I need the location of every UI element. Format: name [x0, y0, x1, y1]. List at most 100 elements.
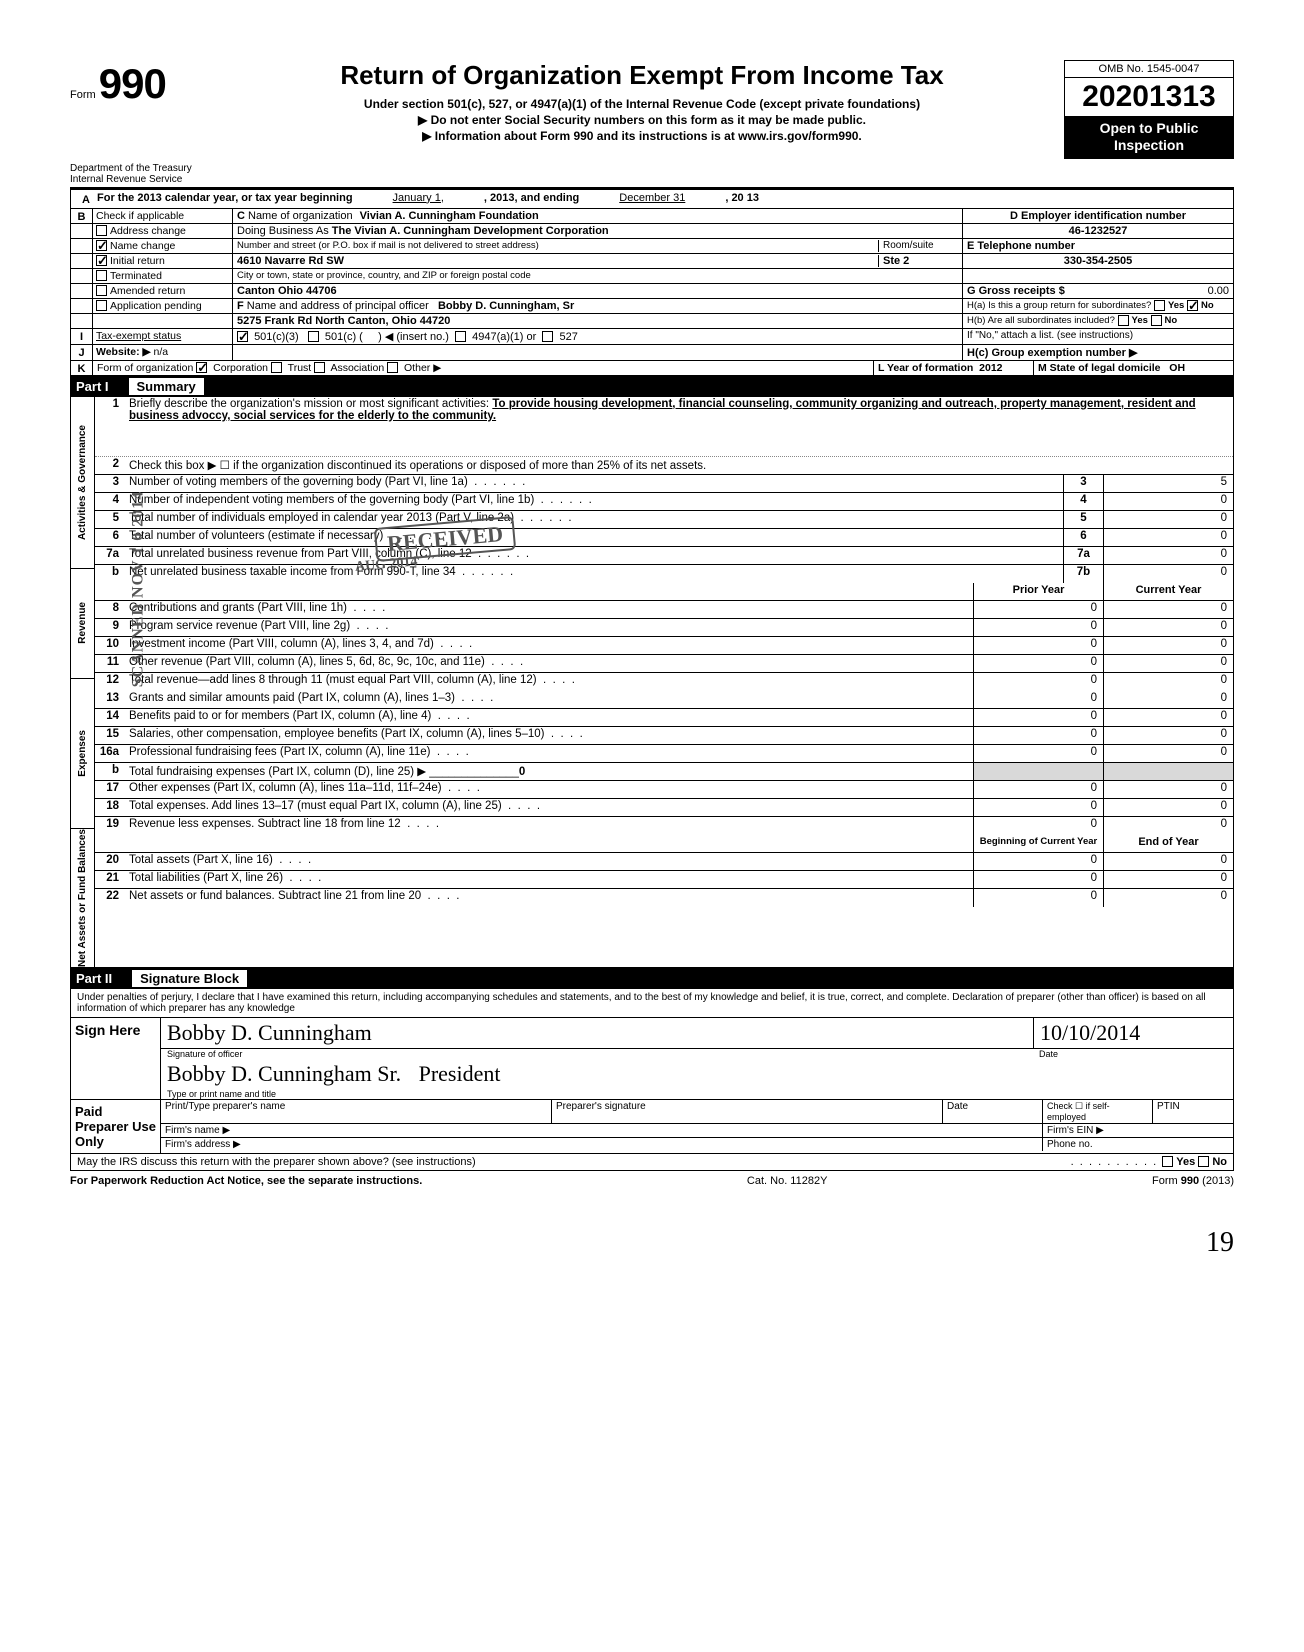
- d-ein-label: D Employer identification number: [963, 209, 1233, 223]
- summary-row: 8Contributions and grants (Part VIII, li…: [95, 601, 1233, 619]
- line-num: 14: [95, 709, 125, 726]
- form-word: Form: [70, 89, 96, 101]
- curr-val: 0: [1103, 889, 1233, 907]
- prior-val: 0: [973, 673, 1103, 691]
- e-phone-label: E Telephone number: [963, 239, 1233, 253]
- line-text: Total expenses. Add lines 13–17 (must eq…: [125, 799, 973, 816]
- prior-val: 0: [973, 619, 1103, 636]
- summary-row: 3Number of voting members of the governi…: [95, 475, 1233, 493]
- 501c3-label: 501(c)(3): [254, 331, 299, 343]
- summary-row: 19Revenue less expenses. Subtract line 1…: [95, 817, 1233, 835]
- line1-text: Briefly describe the organization's miss…: [129, 398, 489, 410]
- hb-label: H(b) Are all subordinates included?: [967, 315, 1115, 326]
- curr-val: 0: [1103, 745, 1233, 762]
- chk-assoc[interactable]: [314, 362, 325, 373]
- summary-row: 10Investment income (Part VIII, column (…: [95, 637, 1233, 655]
- check-if-applicable: Check if applicable: [93, 209, 233, 223]
- prior-val: 0: [973, 637, 1103, 654]
- line-num: 17: [95, 781, 125, 798]
- chk-initial-return[interactable]: [96, 255, 107, 266]
- part-i-header: Part I Summary: [70, 376, 1234, 397]
- line-num: 8: [95, 601, 125, 618]
- footer-right: Form 990 (2013): [1152, 1175, 1234, 1187]
- chk-527[interactable]: [542, 331, 553, 342]
- may-irs-text: May the IRS discuss this return with the…: [77, 1156, 1071, 1168]
- chk-501c3[interactable]: [237, 331, 248, 342]
- year-suffix: 2013: [1116, 80, 1183, 113]
- 527-label: 527: [560, 331, 578, 343]
- summary-row: 13Grants and similar amounts paid (Part …: [95, 691, 1233, 709]
- line1-num: 1: [95, 397, 125, 423]
- chk-terminated[interactable]: [96, 270, 107, 281]
- summary-row: 12Total revenue—add lines 8 through 11 (…: [95, 673, 1233, 691]
- year-begin: January 1,: [393, 192, 444, 206]
- chk-address-change[interactable]: [96, 225, 107, 236]
- line-text: Number of independent voting members of …: [125, 493, 1063, 510]
- other-label: Other ▶: [404, 362, 441, 374]
- lbl-app-pending: Application pending: [110, 300, 202, 312]
- chk-amended[interactable]: [96, 285, 107, 296]
- line-num: 16a: [95, 745, 125, 762]
- chk-app-pending[interactable]: [96, 300, 107, 311]
- firm-addr-label: Firm's address ▶: [161, 1138, 1043, 1151]
- perjury-text: Under penalties of perjury, I declare th…: [71, 989, 1233, 1018]
- 501c-label: 501(c) (: [325, 331, 363, 343]
- line-num: 22: [95, 889, 125, 907]
- side-activities: Activities & Governance: [77, 425, 88, 540]
- chk-ha-no[interactable]: [1187, 300, 1198, 311]
- chk-hb-yes[interactable]: [1118, 315, 1129, 326]
- title-block: Return of Organization Exempt From Incom…: [220, 60, 1064, 143]
- hdr-eoy: End of Year: [1103, 835, 1233, 852]
- m-state-value: OH: [1169, 362, 1185, 374]
- hdr-boy: Beginning of Current Year: [973, 835, 1103, 852]
- ha-yes: Yes: [1168, 300, 1184, 311]
- insert-no: ) ◀ (insert no.): [378, 331, 449, 343]
- l-year-label: L Year of formation: [878, 362, 973, 374]
- chk-corp[interactable]: [196, 362, 207, 373]
- year-end: , 20 13: [725, 192, 759, 206]
- line-text: Net unrelated business taxable income fr…: [125, 565, 1063, 583]
- dept-treasury: Department of the Treasury: [70, 163, 220, 174]
- line-text: Total revenue—add lines 8 through 11 (mu…: [125, 673, 973, 691]
- city-value: Canton Ohio 44706: [237, 285, 337, 297]
- part-ii-num: Part II: [76, 971, 112, 986]
- chk-hb-no[interactable]: [1151, 315, 1162, 326]
- curr-val: 0: [1103, 853, 1233, 870]
- part-i-num: Part I: [76, 379, 109, 394]
- lbl-initial-return: Initial return: [110, 255, 165, 267]
- chk-ha-yes[interactable]: [1154, 300, 1165, 311]
- curr-val: 0: [1103, 799, 1233, 816]
- chk-may-irs-no[interactable]: [1198, 1156, 1209, 1167]
- summary-row: bTotal fundraising expenses (Part IX, co…: [95, 763, 1233, 781]
- chk-may-irs-yes[interactable]: [1162, 1156, 1173, 1167]
- prep-name-label: Print/Type preparer's name: [161, 1100, 552, 1123]
- part-i-title: Summary: [129, 378, 204, 395]
- chk-4947[interactable]: [455, 331, 466, 342]
- lbl-terminated: Terminated: [110, 270, 162, 282]
- line-box: 7a: [1063, 547, 1103, 564]
- chk-trust[interactable]: [271, 362, 282, 373]
- line-num: 12: [95, 673, 125, 691]
- phone-label: Phone no.: [1043, 1138, 1233, 1151]
- officer-addr: 5275 Frank Rd North Canton, Ohio 44720: [237, 315, 450, 327]
- ha-label: H(a) Is this a group return for subordin…: [967, 300, 1151, 311]
- chk-other[interactable]: [387, 362, 398, 373]
- curr-val: 0: [1103, 619, 1233, 636]
- may-irs-no: No: [1212, 1156, 1227, 1168]
- chk-name-change[interactable]: [96, 240, 107, 251]
- line-num: 15: [95, 727, 125, 744]
- line-value: 0: [1103, 493, 1233, 510]
- firm-name-label: Firm's name ▶: [161, 1124, 1043, 1137]
- line-num: 5: [95, 511, 125, 528]
- line-text: Other expenses (Part IX, column (A), lin…: [125, 781, 973, 798]
- chk-501c[interactable]: [308, 331, 319, 342]
- ein-value: 46-1232527: [963, 224, 1233, 238]
- room-value: Ste 2: [878, 255, 958, 267]
- assoc-label: Association: [330, 362, 384, 374]
- summary-row: 6Total number of volunteers (estimate if…: [95, 529, 1233, 547]
- line-num: 20: [95, 853, 125, 870]
- corp-label: Corporation: [213, 362, 268, 374]
- org-name: Vivian A. Cunningham Foundation: [360, 210, 539, 222]
- phone-value: 330-354-2505: [963, 254, 1233, 268]
- omb-block: OMB No. 1545-0047 20201313 Open to Publi…: [1064, 60, 1234, 159]
